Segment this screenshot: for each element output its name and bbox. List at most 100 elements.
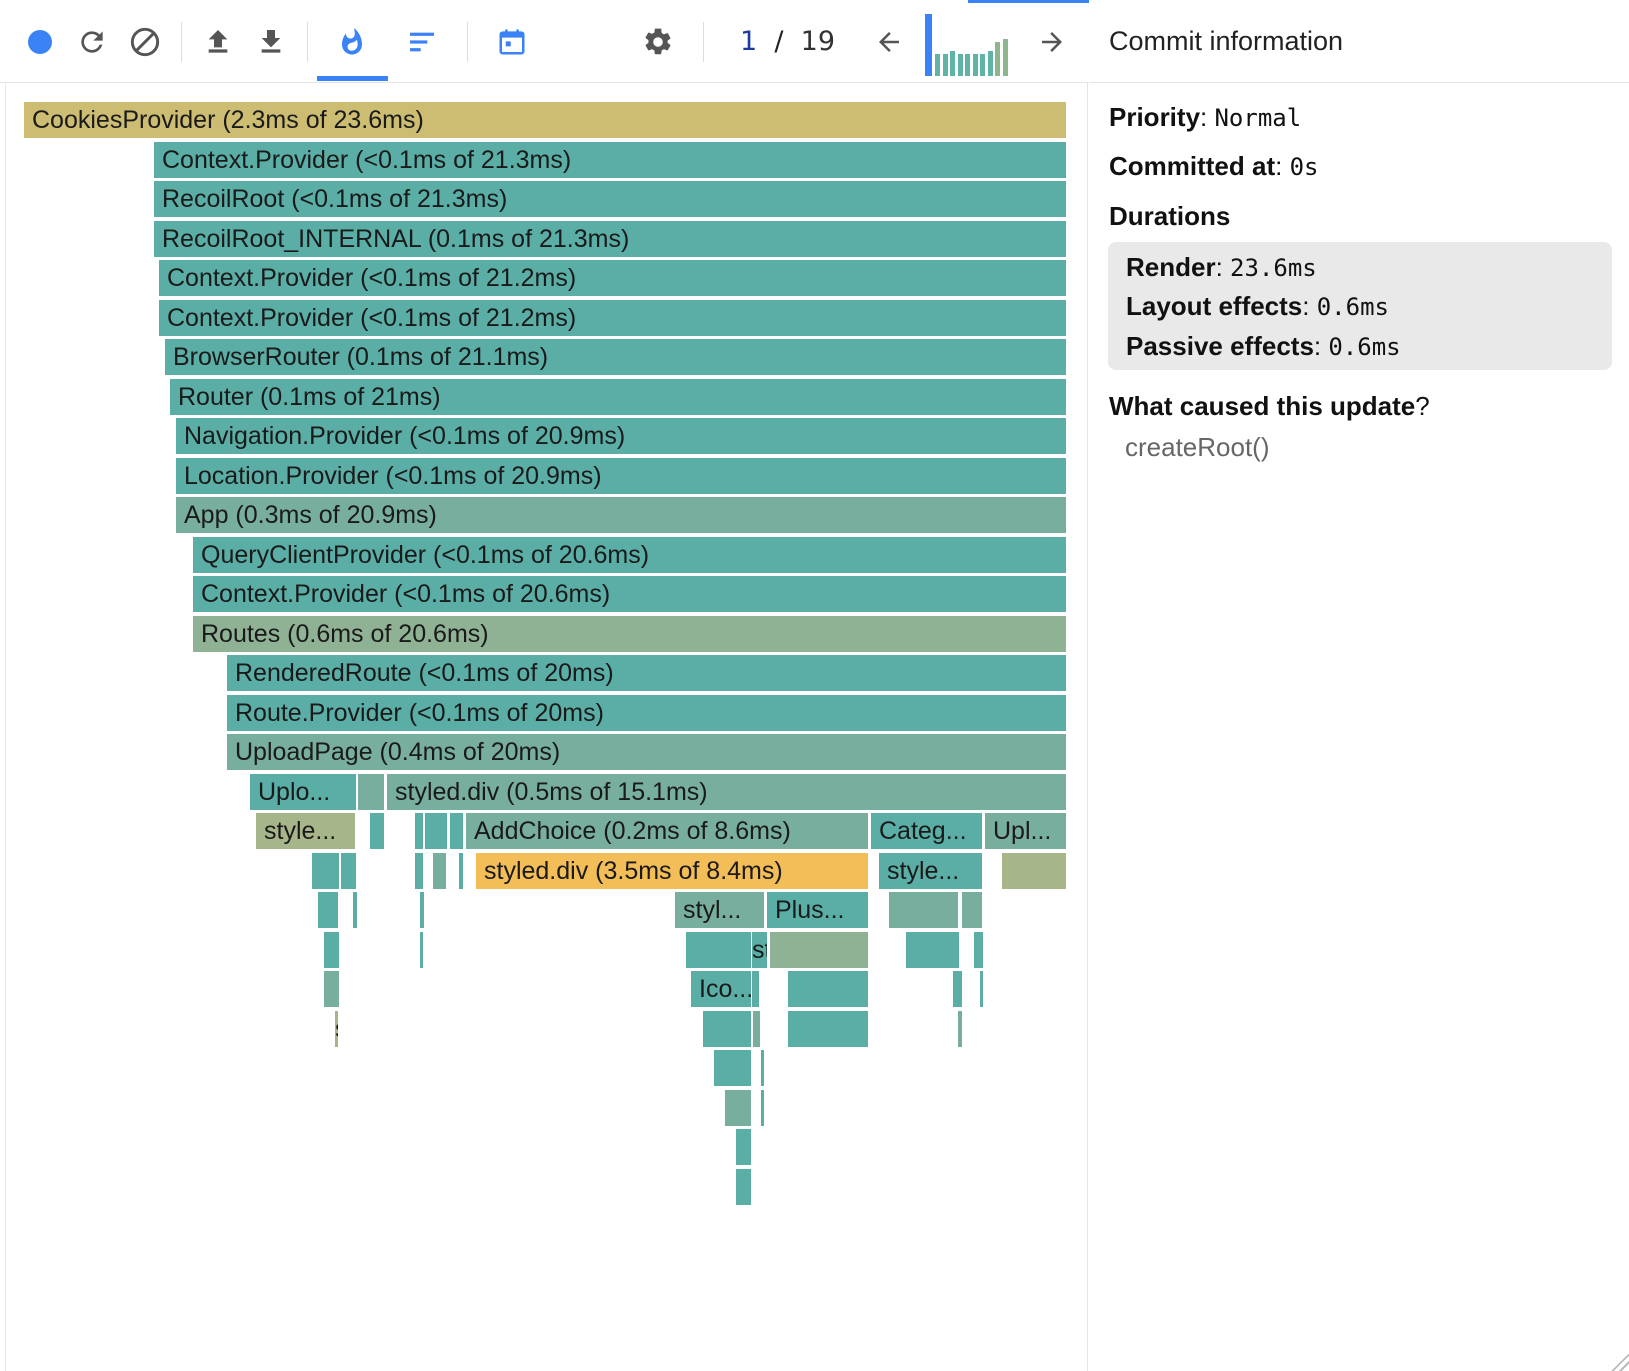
- toolbar-divider: [467, 22, 468, 62]
- flamegraph-node[interactable]: [686, 931, 751, 968]
- flamegraph-node[interactable]: Context.Provider (<0.1ms of 20.6ms): [193, 576, 1066, 612]
- flamegraph-node[interactable]: [318, 892, 338, 928]
- flamegraph-node[interactable]: [459, 852, 463, 889]
- flamegraph-node[interactable]: Navigation.Provider (<0.1ms of 20.9ms): [176, 418, 1066, 454]
- committed-at-value: 0s: [1289, 153, 1319, 181]
- flamegraph-node[interactable]: CookiesProvider (2.3ms of 23.6ms): [24, 102, 1066, 138]
- flamegraph-node[interactable]: [312, 852, 339, 889]
- priority-row: Priority: Normal: [1109, 102, 1302, 132]
- flamegraph-node[interactable]: styled.div (0.5ms of 15.1ms): [387, 773, 1066, 810]
- commit-bar[interactable]: [925, 14, 932, 76]
- flamegraph-node[interactable]: [415, 852, 423, 889]
- committed-at-label: Committed at: [1109, 151, 1276, 181]
- next-commit-button[interactable]: [1030, 20, 1074, 64]
- flamegraph-node[interactable]: [770, 931, 868, 968]
- load-profile-button[interactable]: [196, 20, 240, 64]
- commit-selector-chart[interactable]: [925, 12, 1013, 76]
- flamegraph-node[interactable]: [420, 892, 424, 928]
- flamegraph-node[interactable]: Upl...: [985, 813, 1066, 849]
- commit-bar[interactable]: [942, 54, 948, 76]
- flamegraph-node[interactable]: [450, 813, 463, 849]
- flamegraph-node[interactable]: [353, 892, 357, 928]
- flamegraph-node[interactable]: styl...: [675, 892, 764, 928]
- commit-bar[interactable]: [980, 54, 985, 76]
- ranked-tab[interactable]: [400, 20, 444, 64]
- render-duration-row: Render: 23.6ms: [1126, 252, 1317, 282]
- flamegraph-node[interactable]: [324, 931, 339, 968]
- flamegraph-node[interactable]: Categ...: [871, 813, 982, 849]
- flamegraph-node[interactable]: [358, 773, 384, 810]
- update-cause-value: createRoot(): [1125, 432, 1270, 462]
- flamegraph-node[interactable]: [714, 1050, 751, 1086]
- flamegraph-node[interactable]: [736, 1168, 751, 1205]
- flamegraph-node[interactable]: [753, 1010, 760, 1047]
- flamegraph-node[interactable]: QueryClientProvider (<0.1ms of 20.6ms): [193, 536, 1066, 573]
- commit-bar[interactable]: [957, 54, 963, 76]
- flamegraph-tab[interactable]: [330, 20, 374, 64]
- commit-bar[interactable]: [995, 42, 1000, 76]
- flamegraph-node[interactable]: [370, 813, 384, 849]
- flamegraph-node[interactable]: [958, 1010, 962, 1047]
- flamegraph-node[interactable]: [974, 931, 983, 968]
- flamegraph-node[interactable]: Context.Provider (<0.1ms of 21.2ms): [159, 260, 1066, 296]
- record-button[interactable]: [18, 20, 62, 64]
- flamegraph-node[interactable]: [761, 1050, 764, 1086]
- previous-commit-button[interactable]: [867, 20, 911, 64]
- flamegraph-node[interactable]: [324, 971, 339, 1007]
- commit-bar[interactable]: [972, 54, 978, 76]
- flamegraph-node[interactable]: Routes (0.6ms of 20.6ms): [193, 615, 1066, 652]
- flamegraph-node[interactable]: BrowserRouter (0.1ms of 21.1ms): [165, 339, 1066, 375]
- flamegraph-node[interactable]: RecoilRoot (<0.1ms of 21.3ms): [154, 181, 1066, 217]
- timeline-tab[interactable]: [490, 20, 534, 64]
- flamegraph-node[interactable]: AddChoice (0.2ms of 8.6ms): [466, 813, 868, 849]
- flamegraph-node[interactable]: [425, 813, 447, 849]
- flamegraph-chart: CookiesProvider (2.3ms of 23.6ms) Context…: [0, 83, 1088, 1371]
- flamegraph-node[interactable]: Context.Provider (<0.1ms of 21.2ms): [159, 299, 1066, 336]
- commit-bar[interactable]: [935, 54, 940, 76]
- flamegraph-node[interactable]: [761, 1089, 764, 1126]
- flamegraph-node[interactable]: UploadPage (0.4ms of 20ms): [227, 734, 1066, 770]
- flamegraph-node[interactable]: [906, 931, 959, 968]
- commit-bar[interactable]: [950, 51, 955, 76]
- flamegraph-node[interactable]: styled.div (3.5ms of 8.4ms): [476, 852, 868, 889]
- flamegraph-node[interactable]: [725, 1089, 751, 1126]
- flamegraph-node[interactable]: Uplo...: [250, 773, 356, 810]
- record-icon: [28, 30, 52, 54]
- flamegraph-node[interactable]: style...: [256, 813, 355, 849]
- clear-profile-button[interactable]: [123, 20, 167, 64]
- flamegraph-node[interactable]: [788, 1010, 868, 1047]
- flamegraph-node[interactable]: Location.Provider (<0.1ms of 20.9ms): [176, 457, 1066, 494]
- flamegraph-node[interactable]: style...: [879, 852, 982, 889]
- flamegraph-node[interactable]: RenderedRoute (<0.1ms of 20ms): [227, 655, 1066, 691]
- flamegraph-node[interactable]: RecoilRoot_INTERNAL (0.1ms of 21.3ms): [154, 220, 1066, 257]
- flamegraph-node[interactable]: [433, 852, 446, 889]
- flamegraph-node[interactable]: [752, 971, 759, 1007]
- flamegraph-node[interactable]: style...: [752, 931, 767, 968]
- commit-bar[interactable]: [965, 54, 970, 76]
- flamegraph-node[interactable]: [415, 813, 423, 849]
- flamegraph-node[interactable]: Ico...: [691, 971, 751, 1007]
- flamegraph-node[interactable]: Context.Provider (<0.1ms of 21.3ms): [154, 141, 1066, 178]
- flamegraph-node[interactable]: App (0.3ms of 20.9ms): [176, 497, 1066, 533]
- flamegraph-node[interactable]: [953, 971, 962, 1007]
- flamegraph-node[interactable]: [341, 852, 356, 889]
- flamegraph-node[interactable]: [962, 892, 982, 928]
- commit-total-count: 19: [800, 26, 835, 57]
- flamegraph-node[interactable]: styl...: [335, 1010, 338, 1047]
- flamegraph-node[interactable]: Plus...: [767, 892, 868, 928]
- save-profile-button[interactable]: [249, 20, 293, 64]
- settings-button[interactable]: [636, 20, 680, 64]
- flamegraph-node[interactable]: [736, 1129, 751, 1165]
- flamegraph-node[interactable]: [788, 971, 868, 1007]
- flamegraph-node[interactable]: [980, 971, 983, 1007]
- flamegraph-node[interactable]: [1002, 852, 1066, 889]
- commit-bar[interactable]: [987, 51, 993, 76]
- flamegraph-node[interactable]: [703, 1010, 751, 1047]
- resize-grip[interactable]: [1611, 1353, 1629, 1371]
- flamegraph-node[interactable]: Router (0.1ms of 21ms): [170, 378, 1066, 415]
- reload-and-profile-button[interactable]: [70, 20, 114, 64]
- flamegraph-node[interactable]: [420, 931, 423, 968]
- flamegraph-node[interactable]: Route.Provider (<0.1ms of 20ms): [227, 694, 1066, 731]
- flamegraph-node[interactable]: [889, 892, 958, 928]
- commit-bar[interactable]: [1002, 39, 1008, 76]
